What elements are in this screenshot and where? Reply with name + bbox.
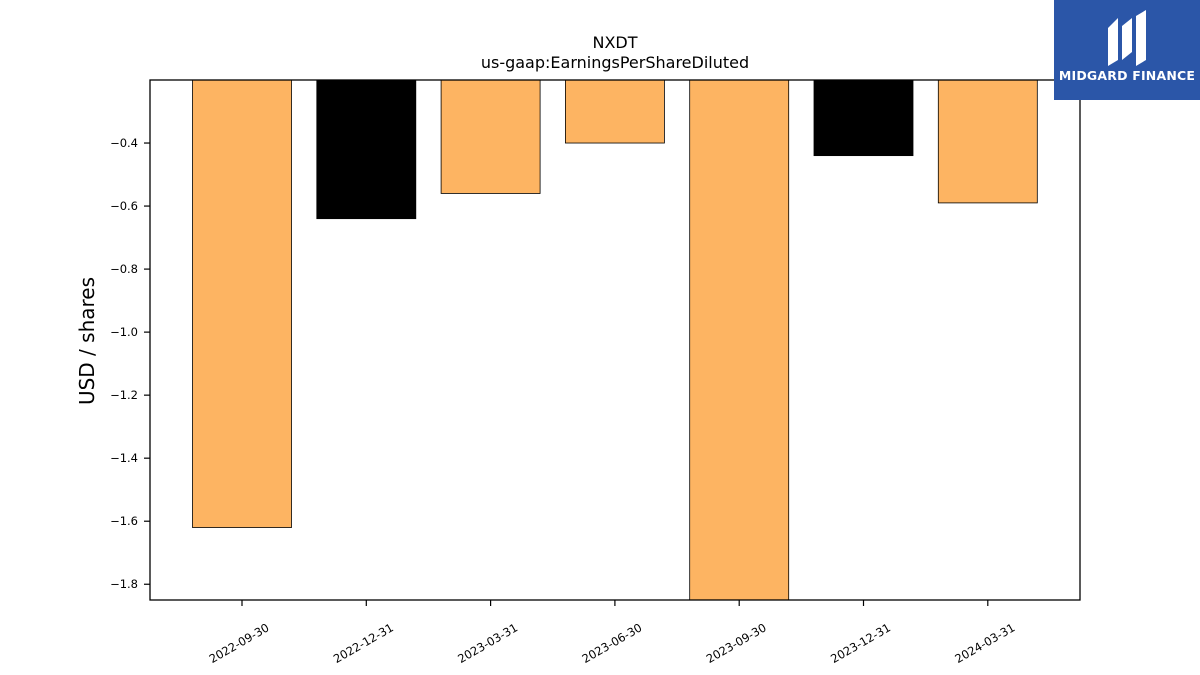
x-tick-label: 2022-09-30 — [207, 620, 272, 666]
chart-title: NXDT — [592, 33, 637, 52]
x-ticks-group: 2022-09-30 2022-12-31 2023-03-31 2023-06-30… — [207, 600, 1017, 666]
y-tick-label: −0.4 — [110, 136, 138, 150]
y-axis-label: USD / shares — [75, 277, 99, 405]
y-tick-label: −0.8 — [110, 262, 138, 276]
y-tick-label: −1.4 — [110, 451, 138, 465]
bar-2023-03-31 — [440, 79, 541, 194]
y-ticks-group: −1.8 −1.6 −1.4 −1.2 −1.0 −0.8 −0.6 −0.4 — [110, 136, 150, 591]
y-tick-label: −1.0 — [110, 325, 138, 339]
midgard-logo-icon — [1108, 10, 1146, 66]
bar-2022-12-31 — [316, 79, 417, 220]
y-tick-label: −0.6 — [110, 199, 138, 213]
plot-frame — [149, 79, 1081, 601]
midgard-finance-logo: MIDGARD FINANCE — [1054, 0, 1200, 100]
x-tick-label: 2023-03-31 — [455, 620, 520, 666]
x-tick-label: 2023-09-30 — [704, 620, 769, 666]
x-tick-label: 2023-12-31 — [828, 620, 893, 666]
chart-subtitle: us-gaap:EarningsPerShareDiluted — [481, 53, 749, 72]
bar-2023-09-30 — [689, 79, 790, 601]
x-tick-label: 2023-06-30 — [580, 620, 645, 666]
bars-group — [192, 79, 1038, 601]
y-tick-label: −1.2 — [110, 388, 138, 402]
bar-2024-03-31 — [937, 79, 1038, 204]
bar-2022-09-30 — [192, 79, 292, 528]
y-tick-label: −1.6 — [110, 514, 138, 528]
x-tick-label: 2022-12-31 — [331, 620, 396, 666]
y-tick-label: −1.8 — [110, 577, 138, 591]
x-tick-label: 2024-03-31 — [952, 620, 1017, 666]
logo-text: MIDGARD FINANCE — [1058, 68, 1196, 83]
bar-2023-06-30 — [565, 79, 665, 144]
bar-2023-12-31 — [813, 79, 914, 157]
